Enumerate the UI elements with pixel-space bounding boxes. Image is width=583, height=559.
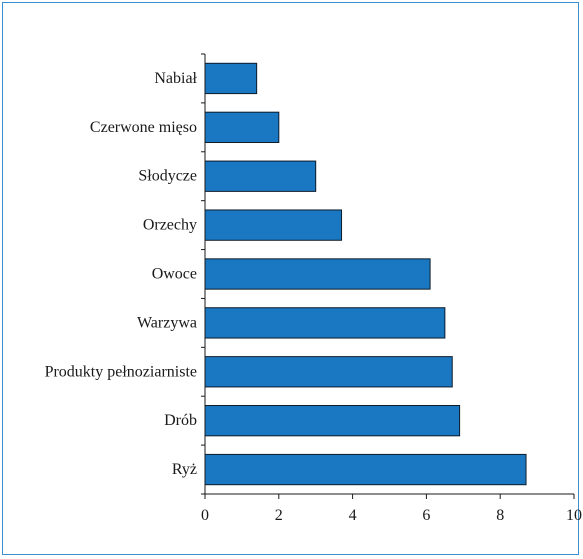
- category-label-1: Czerwone mięso: [90, 119, 197, 136]
- category-label-6: Produkty pełnoziarniste: [45, 363, 197, 380]
- bar-4: [204, 258, 431, 290]
- bar-6: [204, 356, 453, 388]
- x-tick-label-2: 4: [349, 507, 357, 524]
- bar-7: [204, 405, 461, 437]
- category-label-0: Nabiał: [154, 70, 197, 87]
- category-label-7: Drób: [164, 412, 197, 429]
- x-tick-label-3: 6: [422, 507, 430, 524]
- labels-layer: Nabiał Czerwone mięso Słodycze Orzechy Owoce…: [45, 70, 582, 524]
- bar-1: [204, 111, 280, 143]
- axes-layer: [201, 53, 575, 499]
- x-tick-label-0: 0: [201, 507, 209, 524]
- bar-8: [204, 453, 527, 486]
- bar-2: [204, 160, 317, 192]
- x-tick-label-1: 2: [275, 507, 283, 524]
- category-label-8: Ryż: [172, 461, 197, 478]
- x-tick-label-5: 10: [566, 507, 582, 524]
- x-tick-label-4: 8: [496, 507, 504, 524]
- bar-0: [204, 62, 258, 95]
- category-label-5: Warzywa: [137, 314, 197, 331]
- bar-3: [204, 209, 343, 241]
- category-label-2: Słodycze: [138, 168, 197, 185]
- bar-5: [204, 307, 446, 339]
- category-label-4: Owoce: [152, 266, 197, 283]
- bars-layer: [204, 62, 527, 486]
- category-label-3: Orzechy: [143, 217, 197, 234]
